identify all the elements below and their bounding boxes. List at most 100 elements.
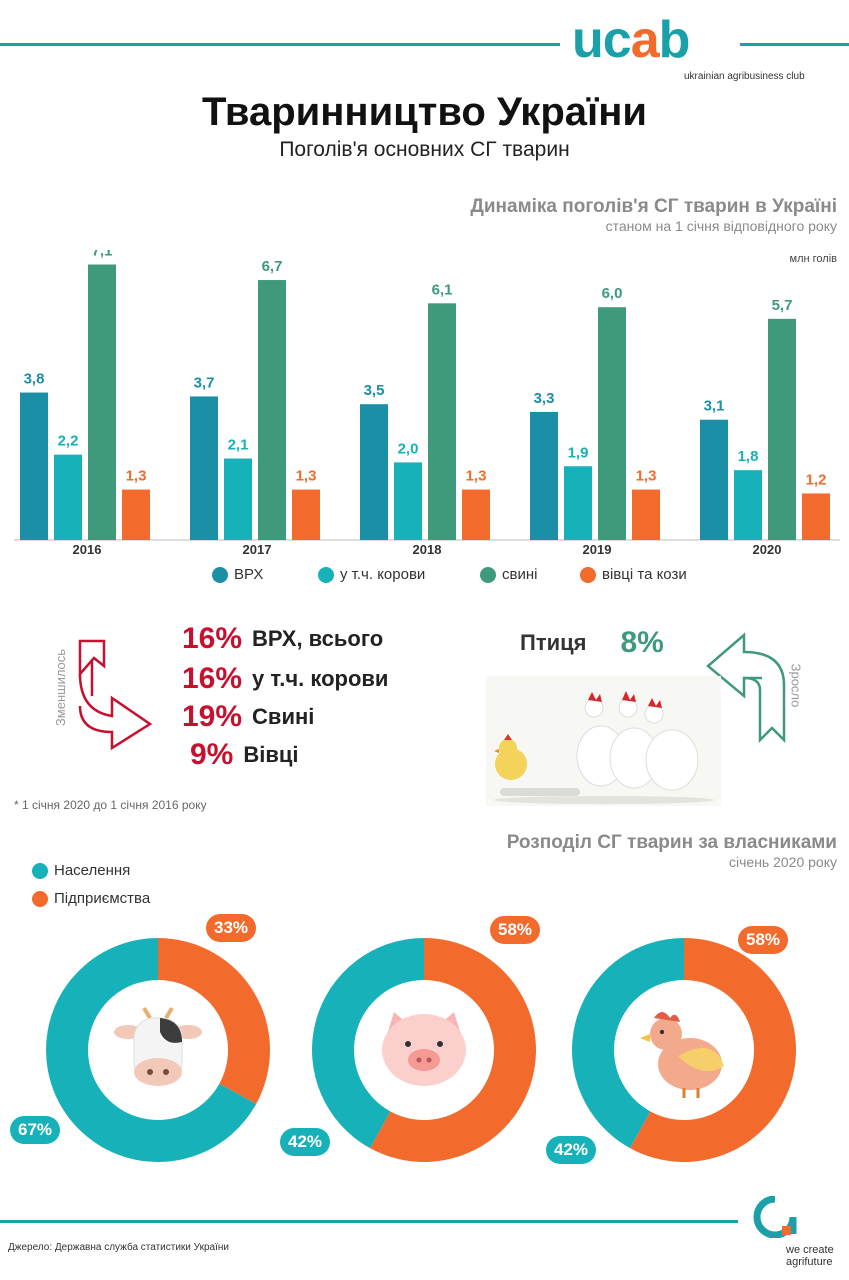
pig-icon	[382, 1012, 466, 1086]
bar-value-label: 1,2	[806, 471, 827, 488]
bar-value-label: 7,1	[92, 250, 113, 260]
bar-value-label: 3,8	[24, 371, 45, 388]
bar	[360, 404, 388, 540]
footer-slogan: we create agrifuture	[786, 1244, 834, 1268]
bar-chart-title: Динаміка поголів'я СГ тварин в Україні	[470, 196, 837, 217]
header-line-left	[0, 43, 560, 46]
hen-icon	[609, 691, 659, 789]
logo-subtitle: ukrainian agribusiness club	[684, 71, 805, 82]
bar-legend-label: ВРХ	[234, 566, 264, 583]
bar	[20, 392, 48, 540]
donut-label: 42%	[546, 1136, 597, 1164]
increase-pct: 8%	[620, 626, 664, 659]
chick-icon	[494, 734, 527, 780]
footnote: * 1 січня 2020 до 1 січня 2016 року	[14, 798, 207, 812]
bar	[394, 462, 422, 540]
bar-value-label: 1,3	[466, 468, 487, 485]
ownership-donut-charts	[46, 938, 797, 1162]
logo-text-prefix: uc	[572, 11, 632, 69]
bar	[530, 411, 558, 540]
decrease-label: у т.ч. корови	[252, 666, 389, 691]
bar-value-label: 5,7	[772, 297, 793, 314]
legend-dot	[212, 566, 228, 583]
bar	[54, 454, 82, 540]
x-tick-label: 2020	[753, 542, 782, 557]
bar-value-label: 6,0	[602, 285, 623, 302]
bar	[462, 489, 490, 540]
chicken-icon	[640, 1012, 724, 1098]
legend-dot	[318, 566, 334, 583]
bar	[190, 396, 218, 540]
donut-label: 58%	[490, 916, 541, 944]
donut-slice-enterprises	[630, 938, 797, 1162]
bar	[122, 489, 150, 540]
bar	[88, 264, 116, 540]
x-tick-label: 2019	[583, 542, 612, 557]
bar-value-label: 6,1	[432, 281, 453, 298]
logo-text-accent: a	[630, 11, 660, 69]
bar-chart: 3,8 2,2 7,1 1,3 2016 3,7 2,1 6,7 1,3 2017 3,5 2,0 6,…	[14, 250, 840, 557]
bar-chart-subtitle: станом на 1 січня відповідного року	[605, 218, 837, 234]
ucab-logo: ucab	[572, 10, 691, 70]
decrease-arrow-icon	[78, 639, 153, 751]
decrease-pct: 19%	[182, 700, 243, 733]
decrease-item: 16% ВРХ, всього	[182, 622, 383, 656]
donut-slice-population	[46, 938, 257, 1162]
decrease-pct: 9%	[190, 738, 234, 771]
increase-vertical-label: Зросло	[788, 663, 804, 708]
decrease-vertical-label: Зменшилось	[53, 648, 69, 727]
bar-value-label: 1,9	[568, 444, 589, 461]
bar-value-label: 3,1	[704, 398, 725, 415]
donut-legend-label: Населення	[54, 862, 131, 879]
bar-value-label: 3,5	[364, 382, 385, 399]
legend-dot	[32, 862, 48, 879]
hen-icon	[644, 698, 699, 791]
x-tick-label: 2016	[73, 542, 102, 557]
decrease-pct: 16%	[182, 662, 243, 695]
header-line-right	[740, 43, 849, 46]
cow-icon	[114, 1006, 202, 1086]
decrease-item: 19% Свині	[182, 700, 314, 734]
bar-value-label: 3,3	[534, 390, 555, 407]
donut-slice-enterprises	[158, 938, 271, 1104]
decrease-label: Свині	[252, 704, 315, 729]
page-subtitle: Поголів'я основних СГ тварин	[279, 138, 570, 161]
legend-dot	[32, 890, 48, 907]
x-tick-label: 2017	[243, 542, 272, 557]
bar-legend-item: у т.ч. корови	[318, 566, 425, 583]
bar-value-label: 2,0	[398, 440, 419, 457]
legend-dot	[480, 566, 496, 583]
decrease-pct: 16%	[182, 622, 243, 655]
bar	[632, 489, 660, 540]
footer-slogan-line: we create	[786, 1244, 834, 1256]
decrease-item: 9% Вівці	[190, 738, 299, 772]
increase-arrow-icon	[706, 632, 786, 744]
bar	[598, 307, 626, 540]
increase-label: Птиця	[520, 630, 587, 655]
bar	[258, 280, 286, 540]
donut-legend-item: Населення	[32, 862, 130, 879]
donut-label: 58%	[738, 926, 789, 954]
bar	[292, 489, 320, 540]
bar-value-label: 2,1	[228, 437, 249, 454]
bar	[564, 466, 592, 540]
page-title: Тваринництво України	[202, 90, 647, 134]
bar	[224, 458, 252, 540]
bar	[700, 419, 728, 540]
bar-value-label: 1,3	[126, 468, 147, 485]
donut-section-subtitle: січень 2020 року	[729, 854, 837, 870]
decrease-label: ВРХ, всього	[252, 626, 384, 651]
bar-legend-label: свині	[502, 566, 538, 583]
donut-slice-population	[312, 938, 424, 1149]
decrease-label: Вівці	[243, 742, 299, 767]
bar-value-label: 3,7	[194, 374, 215, 391]
bar-legend-label: у т.ч. корови	[340, 566, 426, 583]
logo-text-suffix: b	[658, 11, 691, 69]
bar	[768, 318, 796, 540]
donut-slice-enterprises	[370, 938, 536, 1162]
donut-slice-population	[572, 938, 684, 1149]
footer-logo-icon	[753, 1196, 797, 1238]
decrease-item: 16% у т.ч. корови	[182, 662, 388, 696]
x-tick-label: 2018	[413, 542, 442, 557]
bar-value-label: 1,8	[738, 448, 759, 465]
